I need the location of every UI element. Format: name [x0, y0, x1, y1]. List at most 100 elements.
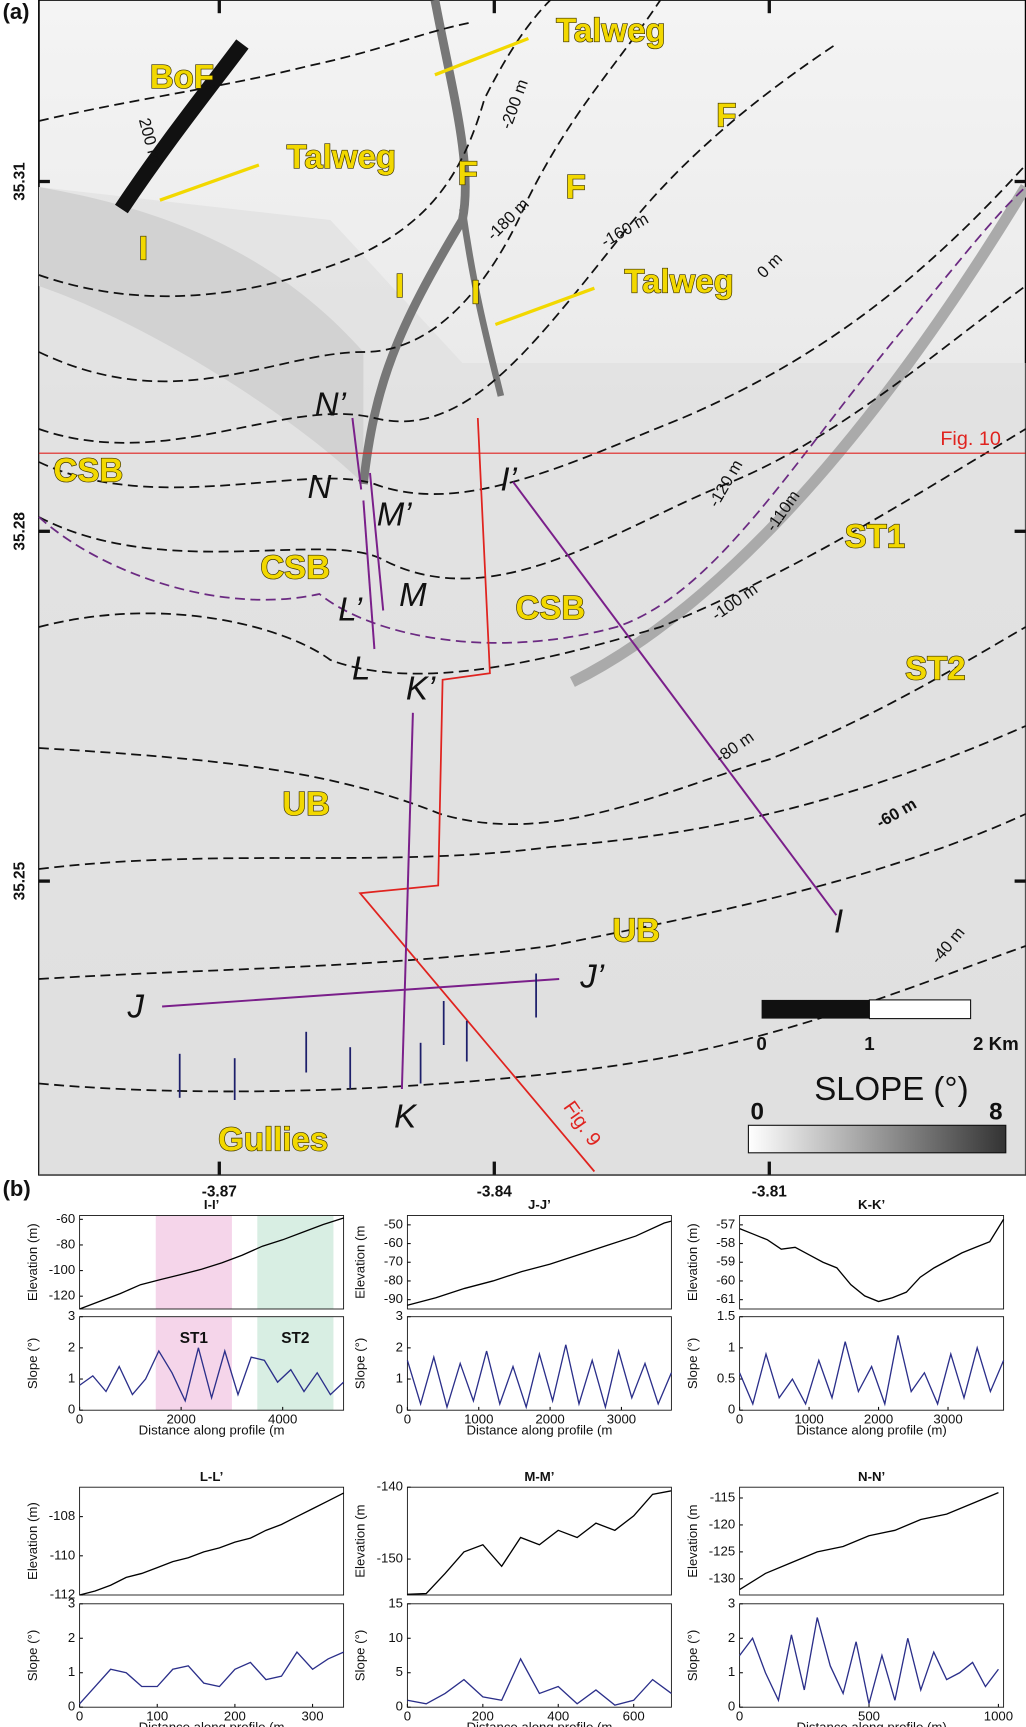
- y-tick-label: -140: [377, 1479, 403, 1494]
- map-label: I: [834, 903, 843, 940]
- y-tick-label: 1: [68, 1371, 75, 1386]
- x-axis-label: Distance along profile (m: [466, 1423, 612, 1438]
- y-tick-label: 0: [68, 1699, 75, 1714]
- y-tick-label: -90: [384, 1291, 403, 1306]
- chart-title: J-J’: [528, 1197, 551, 1212]
- axes-frame: [740, 1487, 1004, 1595]
- x-tick-label: 0: [736, 1709, 743, 1724]
- y-tick-label: 0: [728, 1699, 735, 1714]
- y-tick-label: -120: [49, 1288, 75, 1303]
- map-label: L: [352, 650, 370, 687]
- y-axis-label: Slope (°): [353, 1630, 368, 1681]
- map-label: K: [394, 1097, 418, 1134]
- span-label: ST2: [281, 1330, 309, 1347]
- x-axis-label: Distance along profile (m): [796, 1720, 946, 1727]
- chart-title: I-I’: [204, 1197, 219, 1212]
- y-axis-label: Elevation (m): [25, 1223, 40, 1301]
- map-label: ST2: [905, 650, 966, 687]
- map-label: Talweg: [624, 263, 733, 300]
- y-tick-label: -100: [49, 1262, 75, 1277]
- y-tick-label: -80: [56, 1236, 75, 1251]
- y-axis-label: Slope (°): [25, 1630, 40, 1681]
- y-axis-label: Slope (°): [353, 1338, 368, 1389]
- map-label: UB: [282, 785, 330, 822]
- axes-frame: [407, 1216, 671, 1310]
- y-tick-label: 1: [396, 1371, 403, 1386]
- x-tick-label: 300: [302, 1709, 324, 1724]
- colorbar-min: 0: [750, 1099, 763, 1126]
- y-tick-label: -120: [709, 1516, 735, 1531]
- map-label: Gullies: [218, 1121, 328, 1158]
- axes-frame: [407, 1487, 671, 1595]
- x-axis-label: Distance along profile (m: [466, 1720, 612, 1727]
- y-tick-label: -150: [377, 1551, 403, 1566]
- y-tick-label: -108: [49, 1508, 75, 1523]
- y-tick-label: -70: [384, 1254, 403, 1269]
- x-tick-label: 0: [76, 1412, 83, 1427]
- map-label: M’: [377, 496, 412, 533]
- profile-line: [407, 1491, 671, 1594]
- y-axis-label: Elevation (m: [685, 1504, 700, 1577]
- y-tick-label: 1: [728, 1339, 735, 1354]
- map-label: F: [716, 96, 736, 133]
- y-tick-label: 0: [396, 1402, 403, 1417]
- scalebar-label: 2 Km: [973, 1033, 1019, 1054]
- profile-line: [407, 1659, 671, 1705]
- x-tick-label: 600: [623, 1709, 645, 1724]
- span: [257, 1216, 333, 1310]
- axes-frame: [740, 1216, 1004, 1310]
- y-tick-label: 3: [68, 1595, 75, 1610]
- profile-line: [740, 1493, 999, 1590]
- axes-frame: [80, 1604, 344, 1707]
- colorbar-max: 8: [989, 1099, 1002, 1126]
- figure: SLOPE (°) 0 8 (a) (b) 35.3135.2835.25-3.…: [0, 0, 1026, 1727]
- y-tick-label: 3: [728, 1595, 735, 1610]
- y-tick-label: 15: [388, 1595, 403, 1610]
- map-label: J’: [579, 958, 605, 995]
- map-label: I’: [500, 461, 517, 498]
- y-tick-label: -130: [709, 1570, 735, 1585]
- profile-line: [740, 1618, 999, 1704]
- map-label: I: [395, 267, 404, 304]
- y-tick-label: -115: [710, 1489, 735, 1504]
- span-label: ST1: [180, 1330, 209, 1347]
- map-label: UB: [612, 912, 660, 949]
- y-tick-label: 5: [396, 1664, 403, 1679]
- y-tick-label: 1: [68, 1664, 75, 1679]
- map-label: BoF: [150, 58, 214, 95]
- map-label: N: [307, 468, 331, 505]
- lat-label: 35.31: [11, 162, 28, 201]
- scalebar-label: 1: [864, 1033, 874, 1054]
- map-label: Talweg: [287, 138, 396, 175]
- profile-line: [80, 1652, 344, 1704]
- scalebar-white: [869, 1000, 970, 1019]
- panel-label: (b): [3, 1176, 31, 1201]
- y-tick-label: 2: [728, 1630, 735, 1645]
- y-axis-label: Elevation (m): [685, 1223, 700, 1301]
- y-tick-label: -58: [716, 1235, 735, 1250]
- y-tick-label: 1: [728, 1664, 735, 1679]
- y-tick-label: -57: [716, 1216, 735, 1231]
- map-label: CSB: [54, 452, 124, 489]
- y-tick-label: -60: [384, 1235, 403, 1250]
- map-label: ST1: [845, 518, 906, 555]
- x-axis-label: Distance along profile (m: [139, 1720, 285, 1727]
- y-tick-label: 3: [396, 1308, 403, 1323]
- scalebar-black: [762, 1000, 870, 1019]
- scalebar-label: 0: [756, 1033, 766, 1054]
- y-tick-label: -61: [716, 1291, 735, 1306]
- y-tick-label: 0: [68, 1402, 75, 1417]
- y-tick-label: -60: [56, 1211, 75, 1226]
- y-tick-label: 10: [388, 1630, 403, 1645]
- y-axis-label: Slope (°): [25, 1338, 40, 1389]
- x-tick-label: 0: [404, 1709, 411, 1724]
- y-axis-label: Elevation (m: [353, 1504, 368, 1577]
- map-label: F: [566, 168, 586, 205]
- profile-line: [740, 1335, 1004, 1404]
- chart-title: L-L’: [200, 1469, 223, 1484]
- axes-frame: [80, 1487, 344, 1595]
- map-label: N’: [315, 386, 347, 423]
- y-tick-label: -110: [50, 1547, 75, 1562]
- y-tick-label: -59: [716, 1254, 735, 1269]
- map-label: M: [399, 576, 427, 613]
